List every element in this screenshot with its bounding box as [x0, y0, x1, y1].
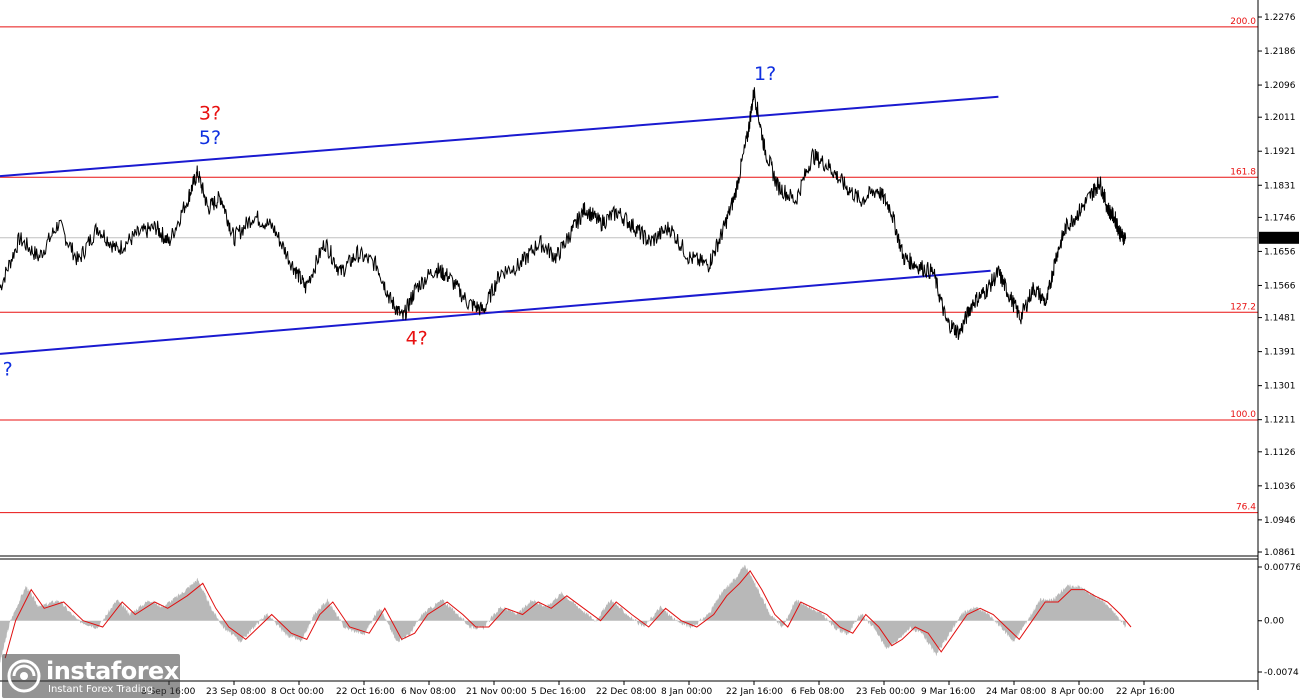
osc-tick-label: 0.00776 [1264, 563, 1300, 573]
fib-level-label: 200.0 [1230, 17, 1256, 27]
price-tick-label: 1.1126 [1264, 448, 1296, 458]
osc-tick-label: -0.0074 [1264, 668, 1299, 678]
price-tick-label: 1.0946 [1264, 516, 1296, 526]
oscillator-histogram [0, 564, 1126, 663]
price-tick-label: 1.1566 [1264, 281, 1296, 291]
brand-name: instaforex [46, 657, 179, 685]
price-tick-label: 1.1301 [1264, 382, 1296, 392]
price-tick-label: 1.1391 [1264, 348, 1296, 358]
time-tick-label: 23 Sep 08:00 [206, 687, 266, 697]
channel-line-lower [0, 269, 991, 355]
time-tick-label: 21 Nov 00:00 [466, 687, 527, 697]
time-tick-label: 8 Oct 00:00 [271, 687, 324, 697]
time-tick-label: 8 Apr 00:00 [1051, 687, 1104, 697]
fib-level-label: 127.2 [1230, 302, 1256, 312]
oscillator-pane [0, 564, 1132, 663]
price-tick-label: 1.2011 [1264, 113, 1296, 123]
price-tick-label: 1.1036 [1264, 482, 1296, 492]
wave-label: 5? [199, 127, 221, 149]
price-tick-label: 1.2276 [1264, 13, 1296, 23]
price-tick-label: 1.1831 [1264, 181, 1296, 191]
current-price-label: 1.1692 [1263, 234, 1295, 244]
current-price-box [1259, 231, 1299, 244]
wave-annotations: 3? 5? 4? 1?? [3, 63, 777, 381]
price-tick-label: 1.1746 [1264, 213, 1296, 223]
time-tick-label: 23 Feb 00:00 [856, 687, 915, 697]
time-tick-label: 24 Mar 08:00 [986, 687, 1046, 697]
price-tick-label: 1.1481 [1264, 314, 1296, 324]
wave-label: 1? [754, 63, 776, 85]
price-tick-label: 1.1211 [1264, 416, 1296, 426]
time-tick-label: 5 Dec 16:00 [531, 687, 586, 697]
channel-line-upper [0, 95, 999, 178]
time-tick-label: 22 Oct 16:00 [336, 687, 395, 697]
wave-label: ? [3, 358, 13, 380]
price-pane: 200.0 161.8 127.2 100.0 76.4 [0, 17, 1258, 514]
brand-tagline: Instant Forex Trading [48, 684, 154, 695]
time-tick-label: 22 Dec 08:00 [596, 687, 657, 697]
time-tick-label: 6 Feb 08:00 [791, 687, 845, 697]
fib-level-label: 76.4 [1236, 503, 1256, 513]
price-tick-label: 1.0861 [1264, 548, 1296, 558]
wave-label: 3? [199, 102, 221, 124]
price-tick-label: 1.1921 [1264, 147, 1296, 157]
price-tick-label: 1.1656 [1264, 247, 1296, 257]
time-tick-label: 22 Apr 16:00 [1116, 687, 1175, 697]
osc-tick-label: 0.00 [1264, 617, 1284, 627]
time-tick-label: 8 Jan 00:00 [661, 687, 713, 697]
time-tick-label: 22 Jan 16:00 [726, 687, 783, 697]
oscillator-signal-line [4, 570, 1132, 659]
price-tick-label: 1.2096 [1264, 81, 1296, 91]
price-tick-label: 1.2186 [1264, 47, 1296, 57]
time-tick-label: 9 Mar 16:00 [921, 687, 976, 697]
wave-label: 4? [406, 327, 428, 349]
fib-level-label: 161.8 [1230, 167, 1256, 177]
price-series [0, 87, 1127, 340]
instaforex-logo: instaforex Instant Forex Trading [2, 654, 180, 698]
logo-icon [7, 659, 41, 693]
fib-level-label: 100.0 [1230, 410, 1256, 420]
time-tick-label: 6 Nov 08:00 [401, 687, 456, 697]
